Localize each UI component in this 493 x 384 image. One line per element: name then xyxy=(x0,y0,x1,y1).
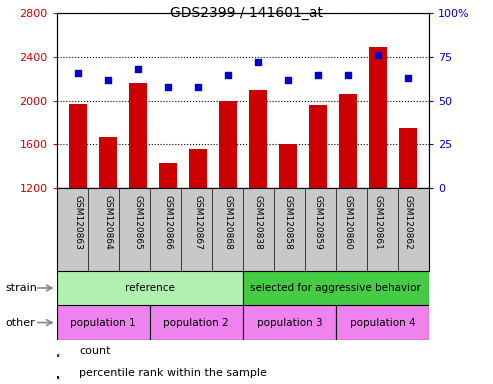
Point xyxy=(344,71,352,78)
Text: selected for aggressive behavior: selected for aggressive behavior xyxy=(250,283,422,293)
Point xyxy=(254,59,262,65)
Bar xyxy=(129,83,147,188)
Text: population 4: population 4 xyxy=(350,318,415,328)
Text: GSM120838: GSM120838 xyxy=(253,195,262,250)
Point xyxy=(74,70,82,76)
Point xyxy=(284,77,292,83)
Point xyxy=(194,84,202,90)
Text: GSM120859: GSM120859 xyxy=(314,195,322,250)
Text: GSM120862: GSM120862 xyxy=(403,195,413,250)
Bar xyxy=(309,105,327,188)
Point xyxy=(104,77,112,83)
Point xyxy=(314,71,322,78)
Bar xyxy=(339,94,357,188)
Text: GSM120868: GSM120868 xyxy=(223,195,232,250)
Text: GSM120867: GSM120867 xyxy=(193,195,202,250)
Bar xyxy=(369,47,387,188)
Point xyxy=(164,84,172,90)
Bar xyxy=(279,144,297,188)
Bar xyxy=(57,376,59,379)
Bar xyxy=(243,271,429,305)
Text: reference: reference xyxy=(125,283,175,293)
Text: percentile rank within the sample: percentile rank within the sample xyxy=(79,368,267,378)
Text: strain: strain xyxy=(5,283,37,293)
Bar xyxy=(189,149,207,188)
Bar xyxy=(57,271,243,305)
Text: GSM120866: GSM120866 xyxy=(163,195,172,250)
Bar xyxy=(159,163,177,188)
Text: population 1: population 1 xyxy=(70,318,136,328)
Bar xyxy=(336,305,429,340)
Point xyxy=(134,66,141,73)
Bar xyxy=(243,305,336,340)
Text: GSM120865: GSM120865 xyxy=(133,195,142,250)
Text: GDS2399 / 141601_at: GDS2399 / 141601_at xyxy=(170,6,323,20)
Bar xyxy=(219,101,237,188)
Text: population 2: population 2 xyxy=(164,318,229,328)
Bar xyxy=(57,305,150,340)
Text: GSM120863: GSM120863 xyxy=(73,195,82,250)
Bar xyxy=(399,128,417,188)
Bar xyxy=(57,354,59,357)
Text: GSM120858: GSM120858 xyxy=(283,195,292,250)
Text: population 3: population 3 xyxy=(256,318,322,328)
Text: count: count xyxy=(79,346,110,356)
Text: other: other xyxy=(5,318,35,328)
Point xyxy=(374,52,382,58)
Bar xyxy=(99,137,117,188)
Text: GSM120860: GSM120860 xyxy=(343,195,352,250)
Point xyxy=(224,71,232,78)
Text: GSM120864: GSM120864 xyxy=(103,195,112,250)
Text: GSM120861: GSM120861 xyxy=(373,195,383,250)
Point xyxy=(404,75,412,81)
Bar xyxy=(150,305,243,340)
Bar xyxy=(249,90,267,188)
Bar xyxy=(69,104,87,188)
